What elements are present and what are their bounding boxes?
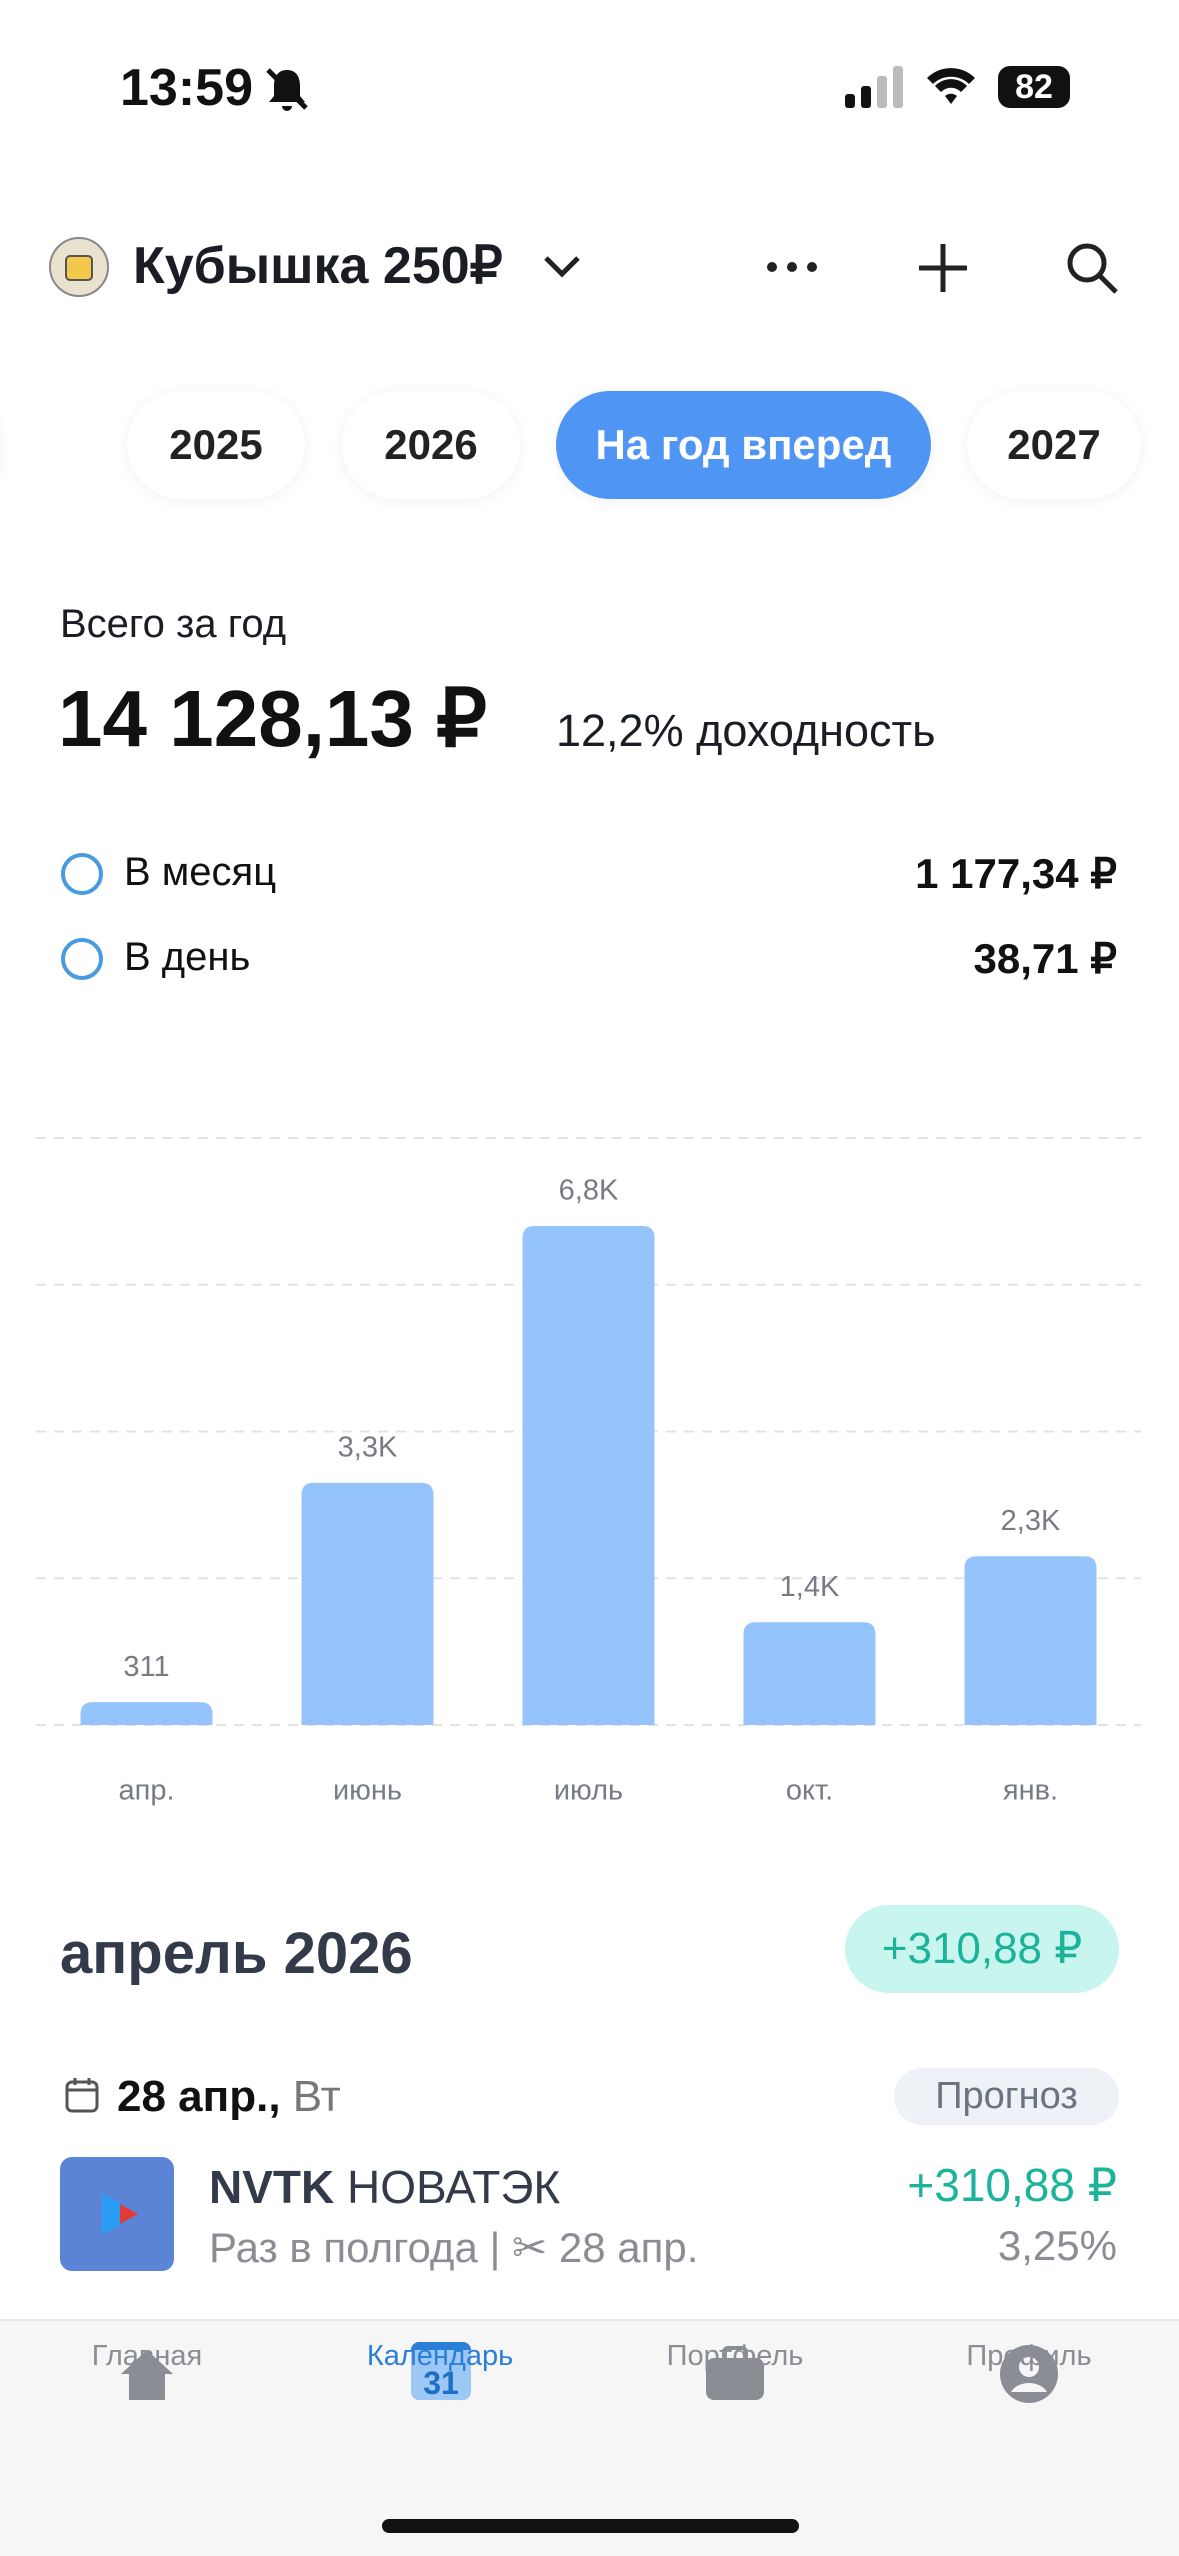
legend-circle bbox=[61, 938, 103, 980]
company-name: НОВАТЭК bbox=[347, 2161, 561, 2213]
year-tab[interactable]: 2027 bbox=[967, 391, 1141, 499]
calendar-tab-icon[interactable]: 31 bbox=[411, 2342, 471, 2401]
bar bbox=[80, 1702, 213, 1725]
home-indicator bbox=[382, 2519, 799, 2533]
bar bbox=[743, 1622, 876, 1725]
frequency: Раз в полгода | bbox=[209, 2224, 501, 2271]
add-button[interactable] bbox=[915, 240, 971, 296]
calendar-icon bbox=[65, 2078, 99, 2113]
value-label: 2,3K bbox=[1001, 1505, 1061, 1537]
event-yield: 3,25% bbox=[997, 2222, 1117, 2269]
row-label: В месяц bbox=[124, 850, 277, 894]
summary-yield: 12,2% доходность bbox=[556, 705, 936, 756]
more-button[interactable] bbox=[762, 252, 822, 282]
event-date: 28 апр., bbox=[117, 2072, 281, 2121]
tab-label[interactable]: Профиль bbox=[966, 2340, 1092, 2372]
search-button[interactable] bbox=[1064, 240, 1120, 296]
tab-bar bbox=[0, 2319, 1179, 2556]
value-label: 3,3K bbox=[338, 1432, 398, 1464]
month-total: +310,88 ₽ bbox=[845, 1905, 1119, 1993]
battery: 82 bbox=[998, 66, 1070, 108]
value-label: 311 bbox=[123, 1651, 169, 1683]
summary-total: 14 128,13 ₽ bbox=[58, 674, 488, 763]
home-icon[interactable] bbox=[117, 2346, 177, 2404]
event-title[interactable]: NVTK НОВАТЭК bbox=[209, 2160, 560, 2214]
x-tick-label: янв. bbox=[1003, 1775, 1058, 1807]
portfolio-tab-icon[interactable] bbox=[704, 2344, 766, 2402]
row-value: 1 177,34 ₽ bbox=[915, 850, 1117, 897]
row-label: В день bbox=[124, 935, 251, 979]
x-tick-label: июль bbox=[554, 1775, 623, 1807]
ticker: NVTK bbox=[209, 2161, 335, 2213]
event-weekday: Вт bbox=[292, 2072, 341, 2121]
company-logo[interactable] bbox=[60, 2157, 174, 2271]
portfolio-icon bbox=[49, 237, 109, 297]
wifi-icon bbox=[927, 68, 975, 104]
profile-tab-icon[interactable] bbox=[999, 2344, 1059, 2404]
legend-circle bbox=[61, 853, 103, 895]
x-tick-label: апр. bbox=[118, 1775, 174, 1807]
portfolio-title[interactable]: Кубышка 250₽ bbox=[133, 237, 503, 295]
tab-label[interactable]: Главная bbox=[91, 2340, 203, 2372]
chevron[interactable] bbox=[540, 250, 584, 286]
bar bbox=[964, 1556, 1097, 1725]
row-value: 38,71 ₽ bbox=[973, 935, 1118, 982]
value-label: 6,8K bbox=[559, 1175, 619, 1207]
summary-label: Всего за год bbox=[60, 602, 287, 646]
event-date-row: 28 апр., Вт bbox=[117, 2072, 341, 2122]
cut-date: 28 апр. bbox=[558, 2224, 699, 2271]
tab-label[interactable]: Календарь bbox=[366, 2340, 514, 2372]
x-tick-label: июнь bbox=[333, 1775, 402, 1807]
x-tick-label: окт. bbox=[786, 1775, 833, 1807]
bar-chart: 311 апр. 3,3K июнь 6,8K июль 1,4K окт. 2,3K янв. bbox=[36, 1137, 1141, 1807]
year-tab[interactable]: На год вперед bbox=[556, 391, 931, 499]
year-tab[interactable]: 2026 bbox=[342, 391, 520, 499]
month-title: апрель 2026 bbox=[60, 1921, 413, 1986]
year-tab[interactable]: 2025 bbox=[127, 391, 305, 499]
tab-label[interactable]: Портфель bbox=[666, 2340, 804, 2372]
status-badge: Прогноз bbox=[894, 2068, 1119, 2125]
signal-icon bbox=[845, 66, 903, 108]
status-time: 13:59 bbox=[120, 59, 253, 117]
value-label: 1,4K bbox=[780, 1571, 840, 1603]
mute-icon bbox=[266, 68, 308, 111]
event-amount: +310,88 ₽ bbox=[907, 2159, 1117, 2211]
bar bbox=[522, 1226, 655, 1725]
bar bbox=[301, 1482, 434, 1725]
event-subtitle: Раз в полгода | ✂ 28 апр. bbox=[209, 2224, 699, 2271]
